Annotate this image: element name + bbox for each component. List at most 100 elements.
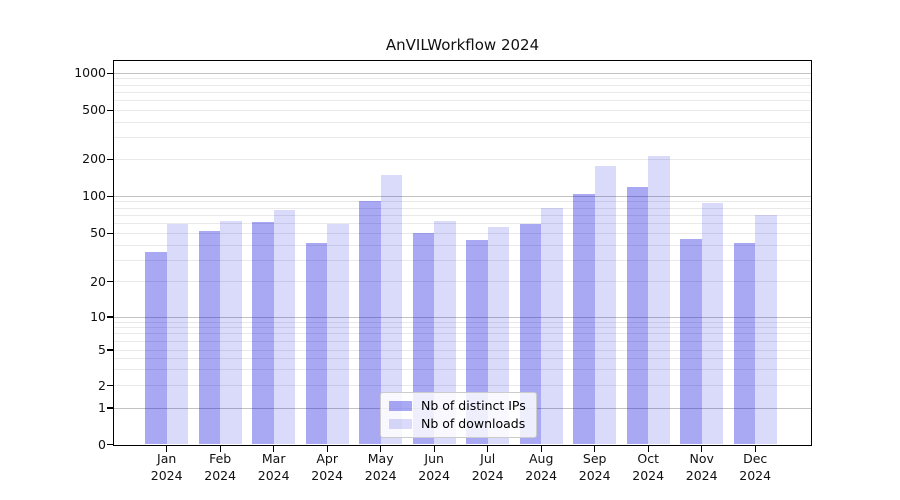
x-tick-month: Apr (316, 451, 338, 466)
gridline-minor (114, 84, 811, 86)
bar-distinct-ips-dec (733, 242, 756, 445)
y-tick-mark (107, 109, 114, 111)
y-tick-mark (107, 232, 114, 234)
bar-distinct-ips-may (359, 200, 381, 445)
gridline-minor (114, 358, 811, 360)
bar-downloads-apr (327, 223, 349, 445)
bar-distinct-ips-jun (412, 233, 435, 445)
gridline-minor (114, 385, 811, 386)
bar-distinct-ips-nov (680, 238, 702, 445)
plot-area: Nb of distinct IPs Nb of downloads (113, 60, 812, 446)
y-tick-label: 0 (98, 436, 106, 452)
x-tick-label-feb: Feb 2024 (180, 451, 260, 484)
gridline-minor (114, 259, 811, 261)
y-tick-label: 20 (90, 273, 106, 289)
x-tick-mark (219, 445, 221, 452)
x-tick-mark (166, 445, 168, 452)
x-tick-month: Feb (209, 451, 232, 466)
legend-swatch-downloads (389, 418, 412, 430)
y-tick-label: 500 (82, 102, 106, 118)
gridline-minor (114, 232, 811, 234)
bar-downloads-dec (755, 214, 777, 445)
bar-distinct-ips-aug (519, 223, 542, 445)
bar-distinct-ips-feb (198, 231, 221, 445)
bar-distinct-ips-oct (626, 187, 649, 445)
x-tick-mark (647, 445, 649, 452)
gridline-minor (114, 244, 811, 246)
gridline-minor (114, 349, 811, 351)
x-tick-month: May (367, 451, 394, 466)
x-tick-label-may: May 2024 (341, 451, 421, 484)
legend-item: Nb of distinct IPs (389, 399, 526, 413)
x-tick-mark (433, 445, 435, 452)
y-tick-mark (107, 281, 114, 283)
bar-downloads-jun (434, 220, 456, 445)
x-tick-month: Jan (157, 451, 177, 466)
bar-distinct-ips-jan (145, 252, 167, 445)
bar-downloads-sep (594, 165, 617, 445)
y-tick-label: 1 (98, 400, 106, 415)
chart-title: AnVILWorkflow 2024 (385, 36, 540, 54)
gridline-minor (114, 100, 811, 102)
gridline-minor (114, 327, 811, 329)
x-tick-month: Oct (637, 451, 659, 466)
gridline-minor (114, 201, 811, 203)
x-tick-year: 2024 (418, 467, 451, 483)
x-tick-mark (594, 445, 596, 452)
y-tick-label: 100 (82, 188, 106, 204)
x-tick-year: 2024 (739, 467, 772, 483)
gridline-minor (114, 109, 811, 111)
x-tick-month: Aug (528, 451, 554, 466)
y-tick-mark (107, 195, 114, 197)
y-tick-mark (107, 316, 114, 318)
y-tick-label: 50 (90, 225, 106, 241)
legend-label: Nb of distinct IPs (421, 398, 526, 413)
gridline-minor (114, 158, 811, 160)
x-tick-month: Sep (582, 451, 607, 466)
x-tick-mark (273, 445, 275, 452)
x-tick-month: Jul (480, 451, 496, 466)
x-tick-label-oct: Oct 2024 (608, 451, 688, 484)
x-tick-label-jul: Jul 2024 (448, 451, 528, 484)
y-tick-mark (107, 443, 114, 446)
y-tick-mark (107, 72, 114, 74)
gridline-minor (114, 369, 811, 371)
gridline-minor (114, 207, 811, 209)
x-tick-label-apr: Apr 2024 (287, 451, 367, 484)
x-tick-label-mar: Mar 2024 (234, 451, 314, 484)
x-tick-year: 2024 (632, 467, 665, 483)
y-tick-mark (107, 407, 114, 409)
y-tick-mark (107, 158, 114, 160)
x-tick-year: 2024 (471, 467, 504, 483)
x-tick-month: Mar (261, 451, 286, 466)
y-tick-label: 5 (98, 342, 106, 357)
y-tick-mark (107, 384, 114, 387)
gridline-major (114, 316, 811, 318)
y-tick-label: 200 (82, 151, 106, 167)
y-tick-mark (107, 349, 114, 351)
x-tick-year: 2024 (685, 467, 718, 483)
gridline-minor (114, 214, 811, 216)
gridline-minor (114, 137, 811, 139)
bar-downloads-oct (648, 156, 670, 445)
x-tick-month: Dec (743, 451, 768, 466)
legend-label: Nb of downloads (421, 416, 526, 431)
bar-downloads-mar (273, 209, 296, 445)
x-tick-label-sep: Sep 2024 (555, 451, 635, 484)
x-tick-mark (326, 445, 328, 452)
x-tick-label-jan: Jan 2024 (127, 451, 207, 484)
bar-distinct-ips-apr (305, 242, 328, 445)
y-tick-label: 10 (90, 309, 106, 324)
legend: Nb of distinct IPs Nb of downloads (380, 392, 537, 438)
legend-item: Nb of downloads (389, 417, 526, 431)
x-tick-label-dec: Dec 2024 (715, 451, 795, 484)
x-tick-label-nov: Nov 2024 (662, 451, 742, 484)
x-tick-month: Jun (424, 451, 444, 466)
gridline-minor (114, 281, 811, 283)
x-tick-mark (487, 445, 489, 452)
legend-swatch-distinct-ips (389, 400, 412, 412)
x-tick-year: 2024 (364, 467, 397, 483)
gridline-minor (114, 340, 811, 342)
gridline-minor (114, 121, 811, 123)
